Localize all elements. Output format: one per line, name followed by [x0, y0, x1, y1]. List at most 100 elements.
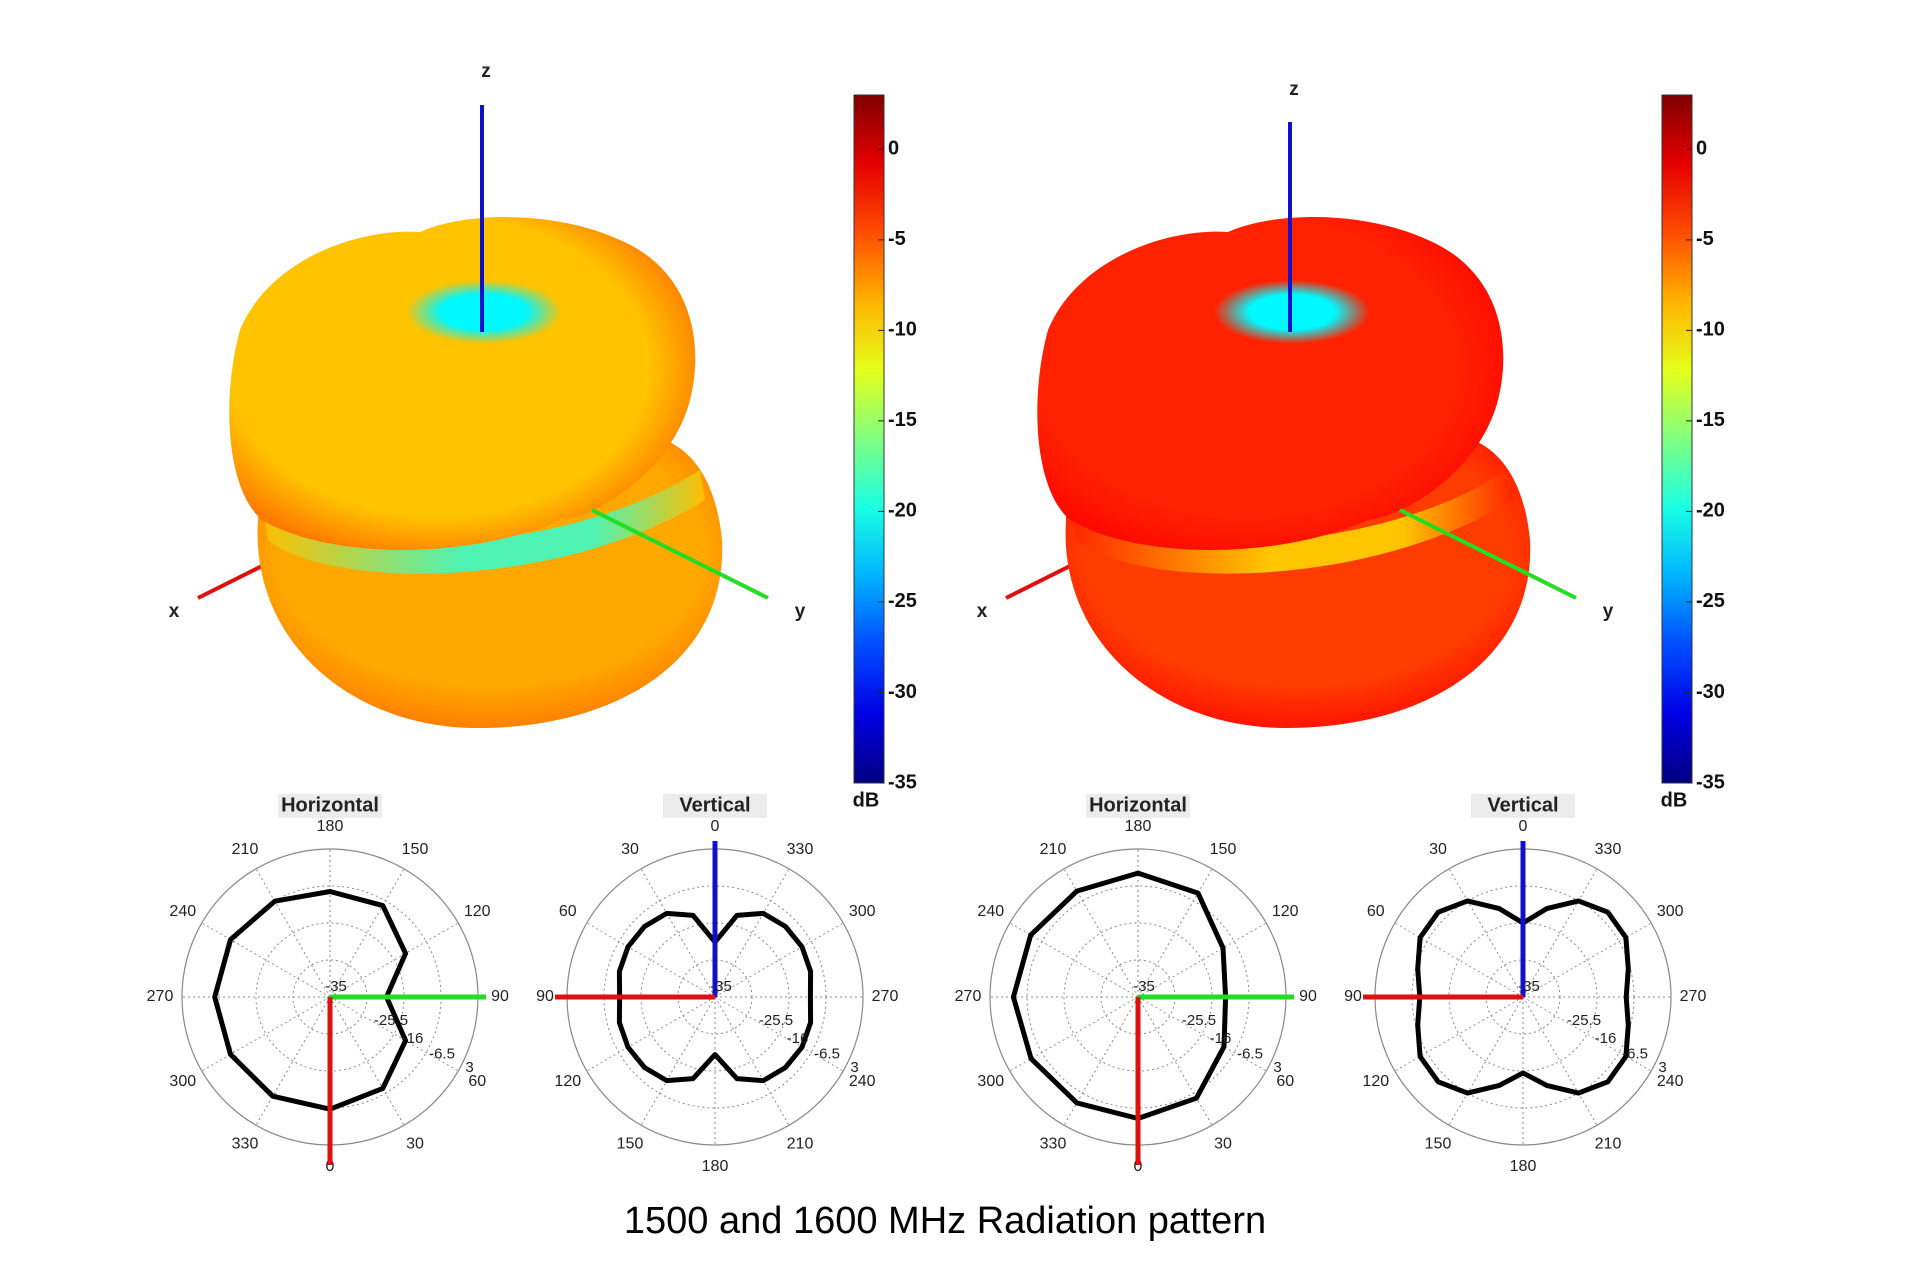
polar-angle-label: 120 [1272, 903, 1299, 920]
polar-angle-label: 240 [849, 1073, 876, 1090]
polar-angle-label: 30 [621, 841, 639, 858]
polar-angle-label: 60 [559, 903, 577, 920]
polar-angle-label: 60 [1276, 1073, 1294, 1090]
polar-angle-label: 120 [554, 1073, 581, 1090]
polar-angle-label: 90 [1299, 988, 1317, 1005]
pattern-3d-2: x y z 0 -5 -10 -15 -20 -25 -30 -35 dB [977, 79, 1725, 811]
y-axis-label: y [795, 601, 806, 622]
colorbar-unit: dB [1661, 789, 1688, 811]
polar-spoke [1394, 996, 1524, 1072]
polar-spoke [1448, 996, 1524, 1126]
polar-radial-label: -25.5 [759, 1012, 793, 1029]
polar-radial-label: -16 [1210, 1030, 1232, 1047]
colorbar [853, 94, 885, 784]
polar-angle-label: 240 [1657, 1073, 1684, 1090]
colorbar-tick-label: -10 [1696, 319, 1725, 341]
polar-angle-label: 30 [1429, 841, 1447, 858]
polar-radial-label: 3 [1658, 1059, 1666, 1076]
polar-plot-2-vertical: 0330300270240210180150120906030-35-25.5-… [536, 794, 898, 1175]
polar-angle-label: 0 [711, 818, 720, 835]
polar-grid-ring [640, 922, 790, 1072]
polar-title-bg [1471, 794, 1575, 818]
polar-radial-label: -35 [325, 978, 347, 995]
upper-lobe [229, 217, 696, 550]
colorbar-tick-label: 0 [888, 138, 899, 160]
pattern-3d-1: x y z 0 -5 -10 -15 -20 -25 -30 -35 dB [169, 61, 917, 811]
polar-radial-label: -6.5 [429, 1045, 455, 1062]
polar-radial-label: -16 [402, 1030, 424, 1047]
polar-title: Vertical [679, 794, 750, 816]
polar-angle-label: 120 [1362, 1073, 1389, 1090]
polar-radial-label: 3 [1273, 1059, 1281, 1076]
polar-title-bg [1086, 794, 1190, 818]
colorbar-tick-label: -10 [888, 319, 917, 341]
polar-angle-label: 330 [787, 841, 814, 858]
colorbar-tick-label: -20 [888, 500, 917, 522]
polar-angle-label: 210 [1040, 841, 1067, 858]
polar-angle-label: 150 [617, 1135, 644, 1152]
polar-angle-label: 330 [1040, 1135, 1067, 1152]
polar-angle-label: 90 [491, 988, 509, 1005]
polar-spoke [640, 868, 716, 998]
polar-title: Horizontal [1089, 794, 1187, 816]
polar-angle-label: 330 [232, 1135, 259, 1152]
colorbar-tick-label: -30 [888, 681, 917, 703]
polar-angle-label: 0 [1519, 818, 1528, 835]
pattern-curve [616, 910, 814, 1084]
polar-angle-label: 300 [977, 1073, 1004, 1090]
polar-radial-label: -35 [710, 978, 732, 995]
polar-radial-label: -16 [787, 1030, 809, 1047]
polar-angle-label: 270 [955, 988, 982, 1005]
polar-plot-3-horizontal: 1801501209060300330300270240210-35-25.5-… [955, 794, 1317, 1175]
colorbar-tick-label: -35 [1696, 771, 1725, 793]
colorbar-tick-label: -5 [888, 228, 906, 250]
polar-radial-label: -6.5 [1237, 1045, 1263, 1062]
polar-angle-label: 90 [1344, 988, 1362, 1005]
polar-angle-label: 150 [1425, 1135, 1452, 1152]
polar-title: Horizontal [281, 794, 379, 816]
polar-radial-label: 3 [465, 1059, 473, 1076]
polar-angle-label: 60 [1367, 903, 1385, 920]
polar-spoke [640, 996, 716, 1126]
polar-angle-label: 30 [1214, 1135, 1232, 1152]
polar-spoke [1448, 868, 1524, 998]
colorbar-tick-label: -25 [888, 590, 917, 612]
polar-angle-label: 330 [1595, 841, 1622, 858]
figure-caption: 1500 and 1600 MHz Radiation pattern [623, 1200, 1267, 1242]
polar-radial-label: -25.5 [374, 1012, 408, 1029]
polar-title: Vertical [1487, 794, 1558, 816]
polar-radial-label: -6.5 [814, 1045, 840, 1062]
polar-spoke [1063, 996, 1139, 1126]
polar-angle-label: 120 [464, 903, 491, 920]
z-axis-label: z [1289, 79, 1299, 100]
colorbar [1661, 94, 1693, 784]
x-axis-label: x [169, 601, 180, 622]
colorbar-tick-label: -15 [1696, 409, 1725, 431]
polar-angle-label: 210 [1595, 1135, 1622, 1152]
x-axis-label: x [977, 601, 988, 622]
y-axis-line [1399, 508, 1577, 600]
polar-angle-label: 270 [147, 988, 174, 1005]
polar-radial-label: -16 [1595, 1030, 1617, 1047]
polar-angle-label: 150 [1210, 841, 1237, 858]
polar-angle-label: 60 [468, 1073, 486, 1090]
colorbar-unit: dB [853, 789, 880, 811]
polar-angle-label: 300 [169, 1073, 196, 1090]
polar-angle-label: 270 [872, 988, 899, 1005]
polar-angle-label: 300 [849, 903, 876, 920]
polar-angle-label: 240 [169, 903, 196, 920]
colorbar-tick-label: 0 [1696, 138, 1707, 160]
polar-angle-label: 150 [402, 841, 429, 858]
polar-angle-label: 300 [1657, 903, 1684, 920]
colorbar-tick-label: -30 [1696, 681, 1725, 703]
polar-radial-label: -25.5 [1567, 1012, 1601, 1029]
polar-title-bg [663, 794, 767, 818]
polar-angle-label: 240 [977, 903, 1004, 920]
y-axis-label: y [1603, 601, 1614, 622]
polar-angle-label: 210 [232, 841, 259, 858]
polar-plot-4-vertical: 0330300270240210180150120906030-35-25.5-… [1344, 794, 1706, 1175]
polar-radial-label: -25.5 [1182, 1012, 1216, 1029]
polar-plot-1-horizontal: 1801501209060300330300270240210-35-25.5-… [147, 794, 509, 1175]
polar-radial-label: -35 [1518, 978, 1540, 995]
